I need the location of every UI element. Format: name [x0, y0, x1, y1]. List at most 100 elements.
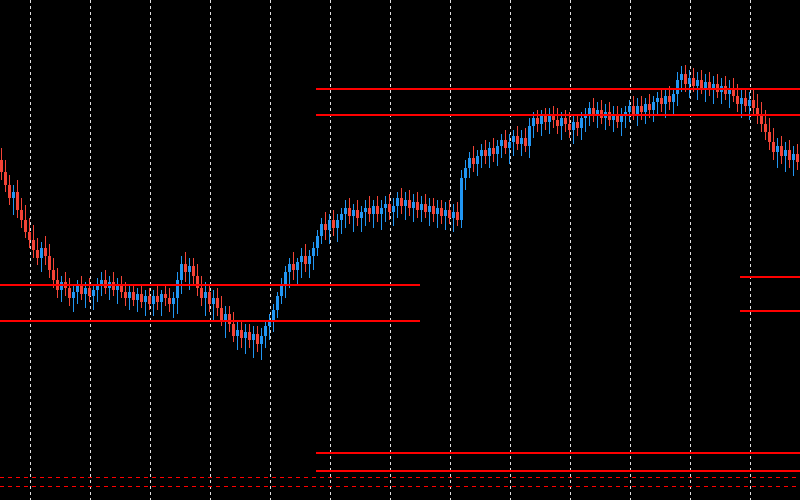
candle-body [372, 206, 375, 214]
candle-body [576, 122, 579, 128]
candle-wick [657, 92, 658, 114]
candle-body [620, 116, 623, 122]
candle-wick [501, 134, 502, 158]
candle-body [496, 146, 499, 154]
grid-line-vertical [390, 0, 391, 500]
candle-body [752, 100, 755, 108]
candle-wick [301, 248, 302, 278]
candle-body [388, 204, 391, 212]
candle-body [328, 220, 331, 230]
candle-body [420, 204, 423, 210]
candle-body [680, 74, 683, 80]
candle-body [464, 168, 467, 178]
candle-body [44, 248, 47, 256]
candle-body [72, 292, 75, 298]
candle-wick [729, 80, 730, 108]
candle-body [188, 266, 191, 272]
candle-body [88, 288, 91, 296]
candlestick-chart[interactable] [0, 0, 800, 500]
candle-body [484, 150, 487, 156]
candle-body [448, 210, 451, 218]
candle-body [436, 208, 439, 214]
grid-line-vertical [150, 0, 151, 500]
candle-body [344, 208, 347, 214]
candle-body [252, 334, 255, 340]
candle-body [632, 106, 635, 114]
candle-body [312, 248, 315, 256]
candle-body [84, 288, 87, 294]
candle-wick [353, 204, 354, 232]
candle-body [0, 160, 3, 172]
candle-body [684, 74, 687, 84]
candle-body [648, 104, 651, 110]
candle-body [396, 198, 399, 206]
candle-body [288, 264, 291, 272]
candle-body [316, 236, 319, 248]
candle-wick [405, 192, 406, 220]
candle-body [428, 206, 431, 212]
candle-wick [97, 278, 98, 302]
candle-wick [109, 276, 110, 300]
candle-body [340, 214, 343, 220]
candle-wick [481, 144, 482, 168]
candle-body [196, 276, 199, 288]
candle-body [208, 292, 211, 304]
candle-body [244, 332, 247, 338]
candle-body [696, 80, 699, 86]
candle-body [92, 290, 95, 296]
candle-wick [785, 142, 786, 172]
candle-body [292, 264, 295, 270]
candle-body [68, 288, 71, 298]
candle-wick [261, 328, 262, 360]
level-line [740, 276, 800, 278]
candle-body [76, 286, 79, 292]
candle-body [688, 78, 691, 84]
candle-body [736, 96, 739, 104]
candle-body [748, 100, 751, 106]
candle-body [780, 146, 783, 156]
candle-body [524, 138, 527, 146]
candle-body [32, 240, 35, 250]
candle-body [24, 220, 27, 232]
candle-body [424, 204, 427, 212]
candle-body [528, 126, 531, 146]
candle-body [544, 116, 547, 122]
grid-line-vertical [210, 0, 211, 500]
grid-line-vertical [450, 0, 451, 500]
candle-wick [689, 70, 690, 98]
candle-wick [585, 108, 586, 132]
candle-body [744, 98, 747, 106]
candle-wick [697, 72, 698, 100]
candle-wick [385, 196, 386, 222]
candle-wick [437, 200, 438, 228]
candle-body [164, 294, 167, 298]
candle-body [284, 272, 287, 284]
candle-body [676, 80, 679, 94]
candle-body [740, 98, 743, 104]
candle-body [452, 212, 455, 218]
candle-body [500, 140, 503, 146]
candle-wick [309, 250, 310, 278]
candle-body [356, 210, 359, 218]
candle-body [140, 294, 143, 302]
grid-line-vertical [270, 0, 271, 500]
candle-body [664, 96, 667, 104]
candle-body [48, 256, 51, 270]
candle-wick [337, 214, 338, 242]
candle-body [440, 208, 443, 216]
candle-body [20, 210, 23, 220]
candle-body [572, 122, 575, 130]
candle-body [668, 96, 671, 102]
level-line [0, 486, 800, 487]
candle-body [376, 206, 379, 214]
candle-wick [361, 206, 362, 232]
candle-body [272, 310, 275, 320]
candle-body [360, 212, 363, 218]
candle-body [256, 334, 259, 344]
candle-body [124, 292, 127, 298]
candle-body [560, 118, 563, 126]
candle-body [324, 224, 327, 230]
candle-wick [621, 108, 622, 136]
candle-body [28, 232, 31, 240]
candle-body [476, 156, 479, 164]
